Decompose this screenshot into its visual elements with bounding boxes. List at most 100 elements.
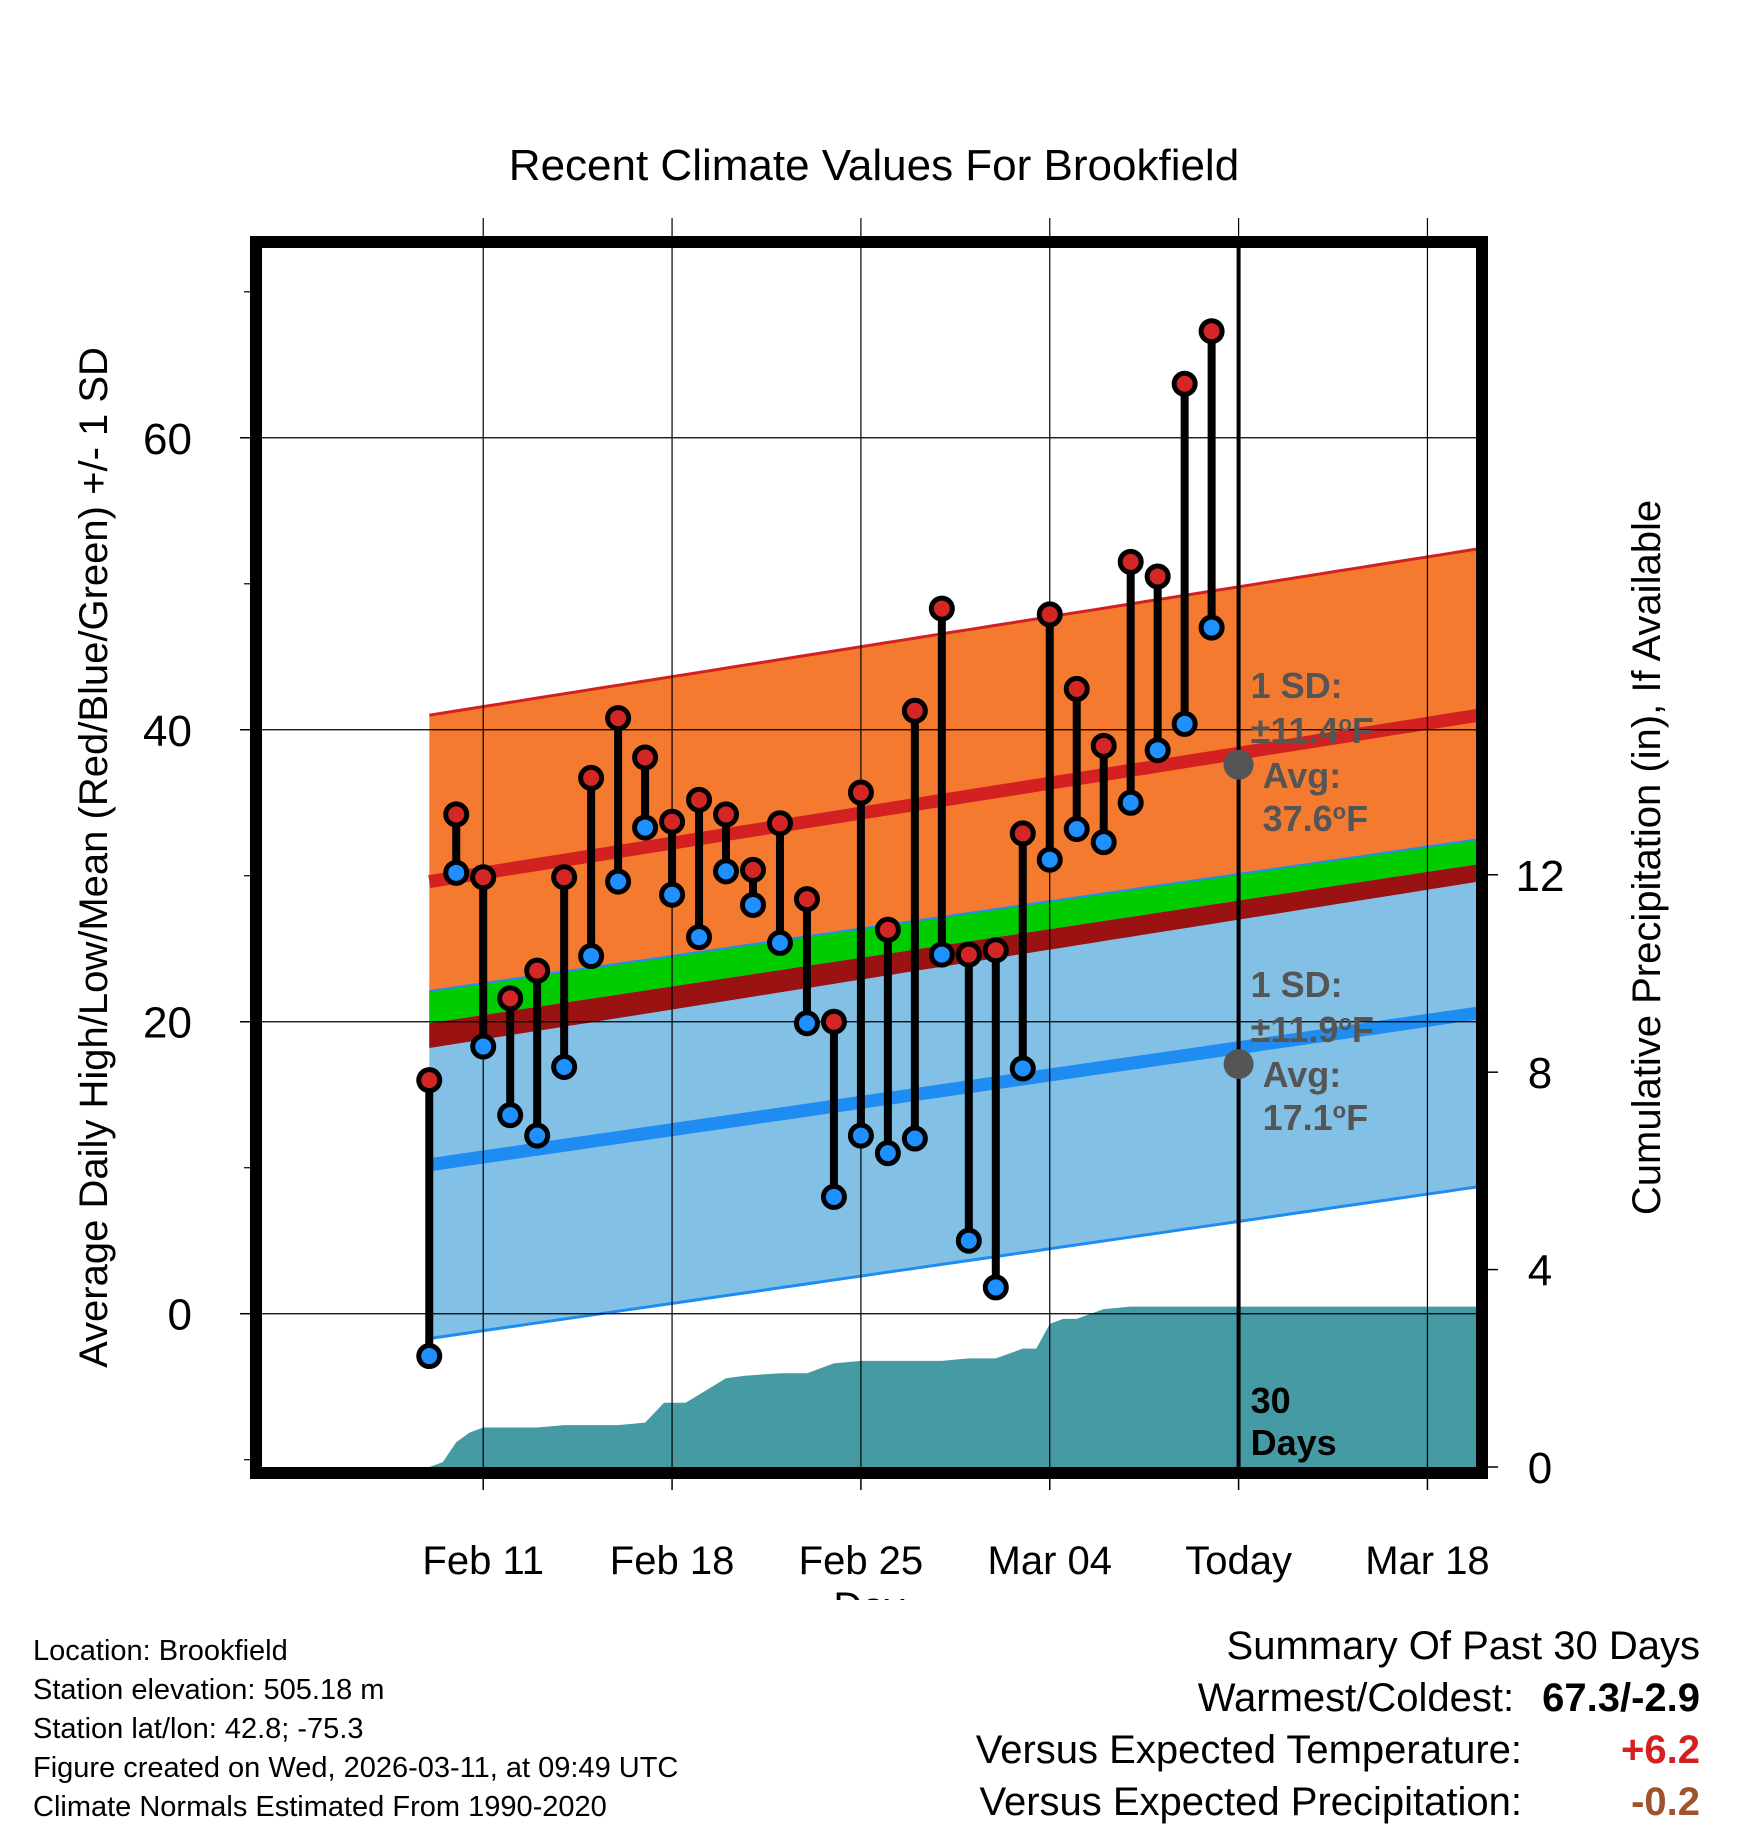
y-tick-label-right: 8 [1528, 1049, 1552, 1098]
daily-low-point [1036, 846, 1063, 873]
daily-high-point [955, 941, 982, 968]
daily-high-point [470, 864, 497, 891]
y-tick-label-left: 60 [143, 415, 192, 464]
daily-high-point [793, 886, 820, 913]
y-tick-label-left: 20 [143, 999, 192, 1048]
today-high-avg-label: Avg: [1263, 755, 1342, 796]
daily-high-point [659, 808, 686, 835]
daily-low-point [632, 814, 659, 841]
precip-value: -0.2 [1631, 1780, 1700, 1824]
y-tick-label-left: 0 [168, 1291, 192, 1340]
daily-low-point [1117, 789, 1144, 816]
daily-high-point [847, 779, 874, 806]
daily-low-point [820, 1183, 847, 1210]
daily-low-point [847, 1122, 874, 1149]
daily-low-point [659, 881, 686, 908]
latlon-text: Station lat/lon: 42.8; -75.3 [33, 1713, 364, 1745]
y-tick-label-right: 12 [1516, 852, 1565, 901]
daily-high-point [739, 856, 766, 883]
today-low-avg-label: Avg: [1263, 1054, 1342, 1095]
daily-low-point [901, 1125, 928, 1152]
daily-low-point [497, 1102, 524, 1129]
days-label-number: 30 [1251, 1380, 1291, 1421]
climate-chart: Recent Climate Values For Brookfield 0 20… [72, 141, 1669, 1600]
daily-high-point [1144, 563, 1171, 590]
daily-high-point [1090, 732, 1117, 759]
daily-high-point [1171, 370, 1198, 397]
today-high-avg-value: 37.6oF [1263, 798, 1369, 839]
station-info: Location: Brookfield Station elevation: … [33, 1632, 678, 1827]
low-sd-upper-line [429, 838, 1476, 993]
plot-frame [250, 236, 1488, 1479]
x-tick-label: Feb 18 [610, 1539, 735, 1583]
daily-high-point [605, 705, 632, 732]
y-tick-label-left: 40 [143, 707, 192, 756]
daily-high-point [632, 744, 659, 771]
daily-low-point [443, 859, 470, 886]
x-tick-label: Feb 25 [799, 1539, 924, 1583]
today-low-sd-label: 1 SD: [1251, 964, 1343, 1005]
daily-low-point [739, 891, 766, 918]
location-text: Location: Brookfield [33, 1635, 288, 1667]
daily-low-point [793, 1010, 820, 1037]
precipitation-area [429, 1306, 1476, 1467]
daily-low-point [686, 924, 713, 951]
daily-high-point [497, 985, 524, 1012]
x-tick-label: Mar 18 [1365, 1539, 1490, 1583]
y-tick-label-right: 4 [1528, 1247, 1552, 1296]
today-high-dot [1223, 749, 1254, 780]
daily-high-point [874, 916, 901, 943]
summary-precip: Versus Expected Precipitation: -0.2 [976, 1776, 1700, 1828]
daily-high-point [443, 801, 470, 828]
y-axis-label-left: Average Daily High/Low/Mean (Red/Blue/Gr… [72, 347, 116, 1368]
daily-high-point [578, 764, 605, 791]
days-label-text: Days [1251, 1422, 1337, 1463]
daily-high-point [982, 937, 1009, 964]
elevation-text: Station elevation: 505.18 m [33, 1674, 385, 1706]
today-high-sd-value: ±11.4oF [1251, 710, 1374, 751]
axes-layer: 0 20 40 60 0 4 8 12 Feb 11 Feb 18 Feb 25 Mar 04 Toda… [72, 218, 1669, 1600]
x-tick-label: Today [1185, 1539, 1292, 1583]
daily-low-point [578, 943, 605, 970]
daily-high-point [1036, 601, 1063, 628]
daily-high-point [928, 595, 955, 622]
high-sd-upper-line [429, 547, 1476, 717]
daily-low-point [928, 941, 955, 968]
summary-panel: Summary Of Past 30 Days Warmest/Coldest:… [976, 1620, 1700, 1828]
daily-low-point [955, 1227, 982, 1254]
warm-cold-label: Warmest/Coldest: [1197, 1676, 1515, 1720]
daily-low-point [1063, 816, 1090, 843]
daily-low-point [982, 1274, 1009, 1301]
daily-low-point [470, 1033, 497, 1060]
daily-high-point [1009, 820, 1036, 847]
today-low-sd-value: ±11.9oF [1251, 1009, 1374, 1050]
daily-low-point [524, 1122, 551, 1149]
daily-high-point [1117, 548, 1144, 575]
daily-low-point [874, 1140, 901, 1167]
today-low-dot [1223, 1049, 1254, 1080]
daily-high-point [713, 801, 740, 828]
x-axis-label: Day [833, 1585, 904, 1600]
warm-cold-value: 67.3/-2.9 [1542, 1676, 1700, 1720]
x-tick-label: Feb 11 [422, 1539, 544, 1583]
high-average-line [428, 709, 1476, 889]
daily-high-point [1198, 318, 1225, 345]
y-tick-label-right: 0 [1528, 1444, 1552, 1493]
normals-text: Climate Normals Estimated From 1990-2020 [33, 1791, 607, 1823]
plot-area [262, 248, 1476, 1467]
mean-band [429, 839, 1476, 1024]
daily-low-point [1144, 737, 1171, 764]
summary-temp: Versus Expected Temperature: +6.2 [976, 1724, 1700, 1776]
daily-low-point [713, 858, 740, 885]
daily-low-point [1171, 710, 1198, 737]
low-average-line [428, 1006, 1476, 1172]
created-text: Figure created on Wed, 2026-03-11, at 09… [33, 1752, 679, 1784]
summary-warm-cold: Warmest/Coldest: 67.3/-2.9 [976, 1672, 1700, 1724]
daily-low-point [1198, 614, 1225, 641]
daily-high-point [416, 1067, 443, 1094]
daily-high-point [820, 1008, 847, 1035]
x-tick-label: Mar 04 [988, 1539, 1113, 1583]
daily-low-point [605, 868, 632, 895]
daily-high-point [686, 786, 713, 813]
summary-title: Summary Of Past 30 Days [1226, 1624, 1700, 1668]
